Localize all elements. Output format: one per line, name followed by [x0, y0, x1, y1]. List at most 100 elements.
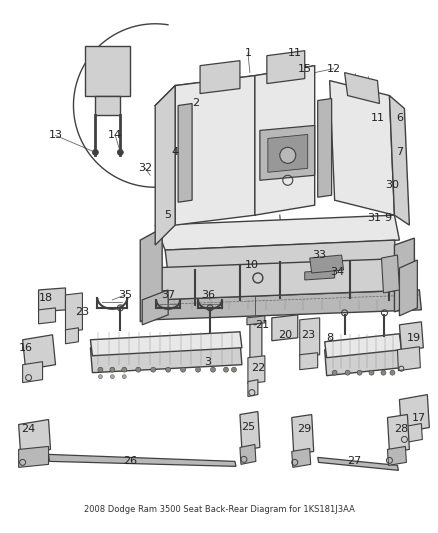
- Polygon shape: [318, 99, 332, 197]
- Polygon shape: [90, 332, 242, 356]
- Text: 15: 15: [298, 63, 312, 74]
- Circle shape: [151, 367, 155, 372]
- Polygon shape: [268, 134, 308, 172]
- Circle shape: [110, 375, 114, 378]
- Text: 8: 8: [326, 333, 333, 343]
- Polygon shape: [395, 238, 414, 312]
- Circle shape: [381, 370, 386, 375]
- Text: 10: 10: [245, 260, 259, 270]
- Polygon shape: [397, 347, 420, 370]
- Polygon shape: [248, 356, 265, 384]
- Polygon shape: [39, 288, 66, 312]
- Text: 20: 20: [278, 330, 292, 340]
- Polygon shape: [23, 335, 56, 370]
- Text: 11: 11: [288, 47, 302, 58]
- Polygon shape: [240, 411, 260, 450]
- Polygon shape: [247, 316, 265, 325]
- Polygon shape: [305, 270, 335, 280]
- Polygon shape: [23, 362, 42, 383]
- Circle shape: [196, 367, 201, 372]
- Polygon shape: [389, 95, 410, 225]
- Polygon shape: [66, 328, 78, 344]
- Circle shape: [211, 367, 215, 372]
- Text: 29: 29: [297, 424, 312, 434]
- Circle shape: [98, 367, 103, 372]
- Polygon shape: [90, 340, 242, 373]
- Text: 18: 18: [39, 293, 53, 303]
- Circle shape: [252, 319, 258, 325]
- Text: 23: 23: [300, 330, 315, 340]
- Circle shape: [136, 367, 141, 372]
- Text: 12: 12: [327, 63, 341, 74]
- Polygon shape: [248, 379, 258, 397]
- Text: 9: 9: [384, 213, 391, 223]
- Text: 13: 13: [49, 131, 63, 140]
- Polygon shape: [178, 103, 192, 202]
- Polygon shape: [155, 86, 175, 245]
- Polygon shape: [66, 293, 82, 332]
- Text: 31: 31: [367, 213, 381, 223]
- Polygon shape: [381, 255, 399, 293]
- Polygon shape: [318, 457, 399, 470]
- Polygon shape: [85, 46, 130, 95]
- Text: 37: 37: [161, 290, 175, 300]
- Text: 33: 33: [313, 250, 327, 260]
- Text: 24: 24: [21, 424, 36, 434]
- Polygon shape: [19, 447, 49, 467]
- Text: 21: 21: [255, 320, 269, 330]
- Polygon shape: [399, 394, 429, 432]
- Polygon shape: [330, 80, 395, 215]
- Circle shape: [122, 375, 126, 378]
- Text: 2: 2: [193, 98, 200, 108]
- Text: 27: 27: [347, 456, 362, 466]
- Circle shape: [357, 370, 362, 375]
- Polygon shape: [19, 419, 50, 455]
- Text: 14: 14: [108, 131, 122, 140]
- Polygon shape: [49, 455, 236, 466]
- Circle shape: [231, 367, 237, 372]
- Circle shape: [117, 149, 124, 155]
- Text: 22: 22: [251, 362, 265, 373]
- Polygon shape: [399, 424, 422, 443]
- Polygon shape: [292, 415, 314, 455]
- Polygon shape: [95, 95, 120, 116]
- Polygon shape: [325, 342, 401, 376]
- Text: 2008 Dodge Ram 3500 Seat Back-Rear Diagram for 1KS181J3AA: 2008 Dodge Ram 3500 Seat Back-Rear Diagr…: [84, 505, 354, 514]
- Circle shape: [390, 370, 395, 375]
- Text: 36: 36: [201, 290, 215, 300]
- Polygon shape: [292, 448, 311, 467]
- Circle shape: [345, 370, 350, 375]
- Text: 4: 4: [172, 147, 179, 157]
- Circle shape: [369, 370, 374, 375]
- Polygon shape: [255, 66, 314, 215]
- Text: 23: 23: [75, 307, 89, 317]
- Polygon shape: [388, 415, 410, 453]
- Circle shape: [332, 370, 337, 375]
- Polygon shape: [250, 318, 262, 362]
- Text: 28: 28: [394, 424, 409, 434]
- Text: 6: 6: [396, 114, 403, 124]
- Polygon shape: [325, 334, 401, 358]
- Text: 25: 25: [241, 423, 255, 432]
- Polygon shape: [175, 76, 255, 225]
- Polygon shape: [165, 240, 397, 275]
- Text: 7: 7: [396, 147, 403, 157]
- Polygon shape: [345, 72, 379, 103]
- Text: 5: 5: [165, 210, 172, 220]
- Circle shape: [92, 149, 99, 155]
- Polygon shape: [148, 290, 421, 320]
- Polygon shape: [142, 290, 168, 325]
- Circle shape: [280, 148, 296, 163]
- Text: 32: 32: [138, 163, 152, 173]
- Polygon shape: [300, 353, 318, 370]
- Text: 35: 35: [118, 290, 132, 300]
- Polygon shape: [39, 308, 56, 324]
- Text: 30: 30: [385, 180, 399, 190]
- Circle shape: [223, 367, 229, 372]
- Polygon shape: [140, 228, 162, 322]
- Circle shape: [166, 367, 171, 372]
- Circle shape: [122, 367, 127, 372]
- Polygon shape: [300, 318, 320, 357]
- Text: 34: 34: [331, 267, 345, 277]
- Text: 1: 1: [244, 47, 251, 58]
